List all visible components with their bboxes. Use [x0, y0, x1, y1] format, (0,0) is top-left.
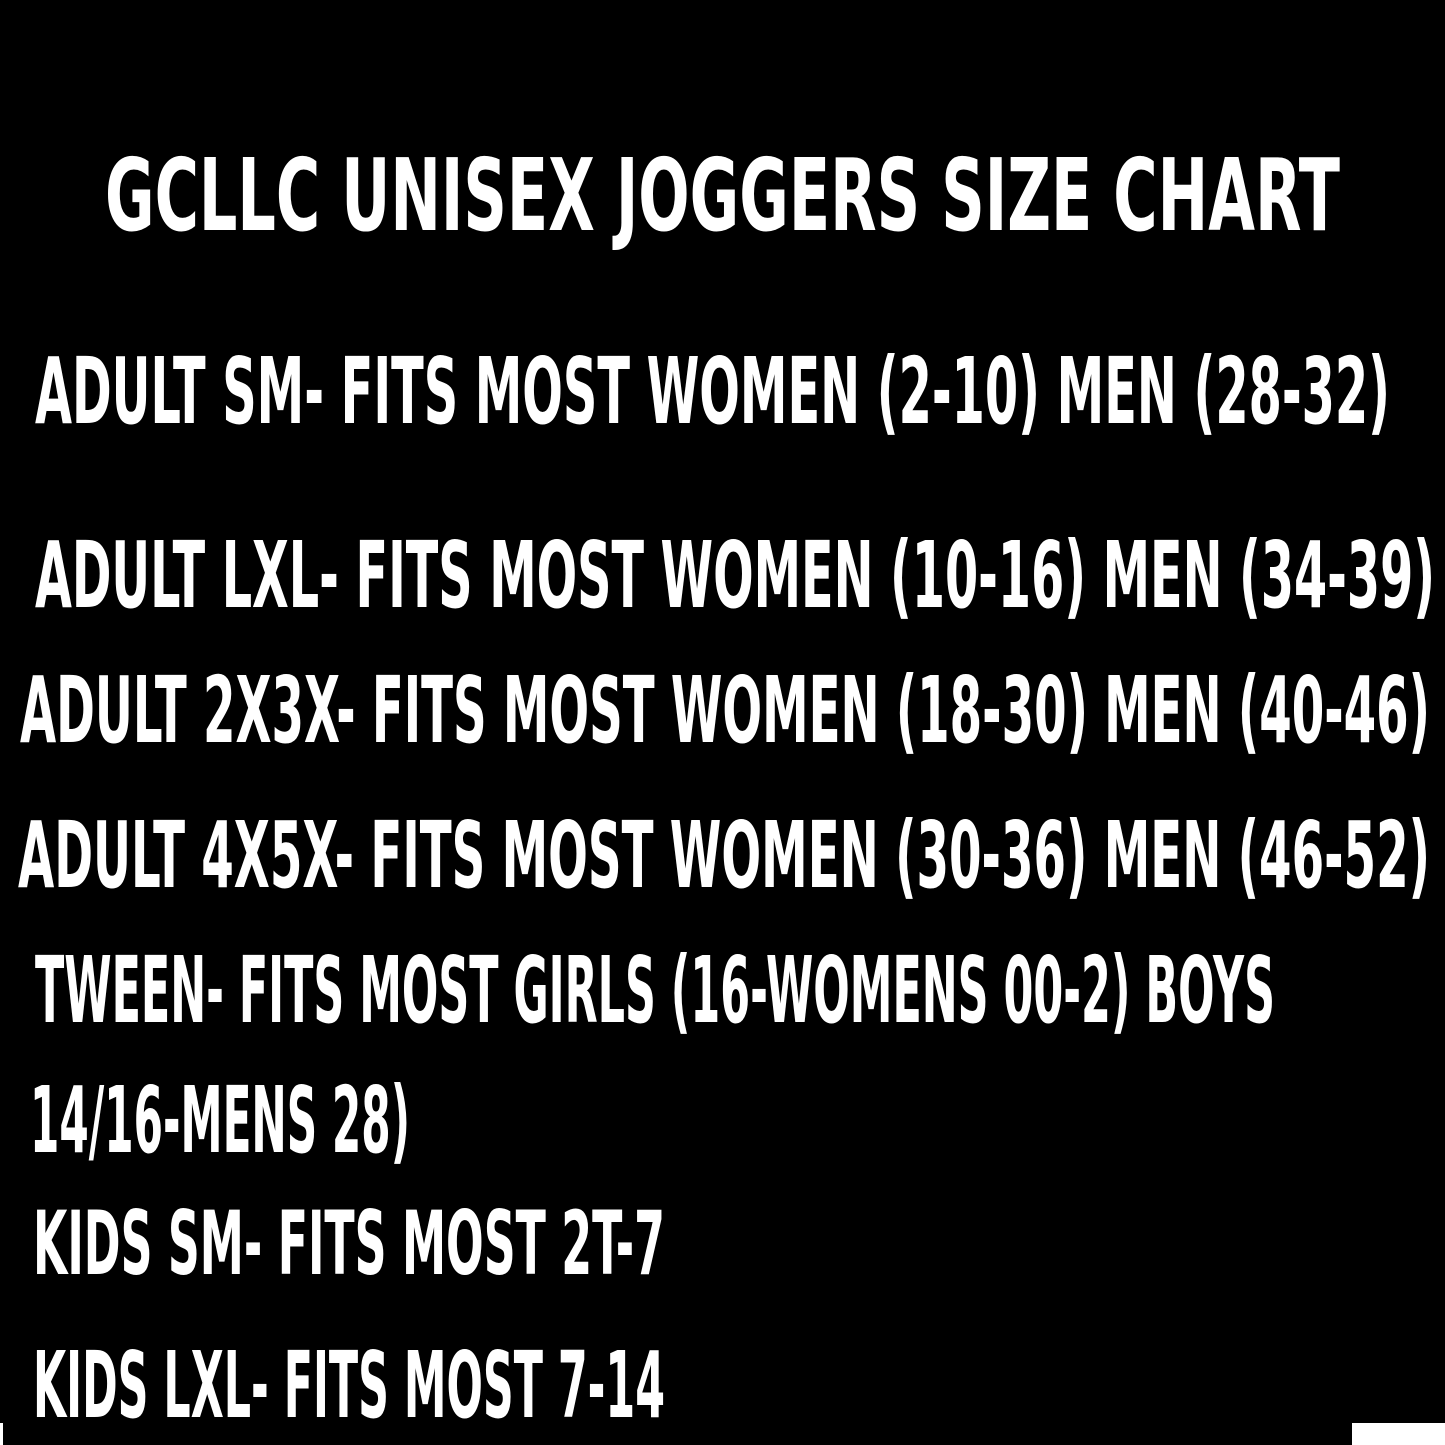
- edge-strip-right: [1352, 1423, 1445, 1445]
- size-line-adult-2x3x: ADULT 2X3X- FITS MOST WOMEN (18-30) MEN …: [20, 657, 1430, 764]
- size-line-adult-sm: ADULT SM- FITS MOST WOMEN (2-10) MEN (28…: [35, 338, 1390, 445]
- size-line-kids-lxl: KIDS LXL- FITS MOST 7-14: [33, 1332, 665, 1439]
- size-line-adult-lxl: ADULT LXL- FITS MOST WOMEN (10-16) MEN (…: [35, 522, 1435, 629]
- size-line-tween-cont: 14/16-MENS 28): [30, 1067, 410, 1174]
- size-line-kids-sm: KIDS SM- FITS MOST 2T-7: [33, 1192, 666, 1295]
- chart-title: GCLLC UNISEX JOGGERS SIZE CHART: [105, 137, 1340, 254]
- size-line-adult-4x5x: ADULT 4X5X- FITS MOST WOMEN (30-36) MEN …: [18, 802, 1430, 909]
- edge-strip-left: [0, 1423, 3, 1445]
- size-line-tween: TWEEN- FITS MOST GIRLS (16-WOMENS 00-2) …: [35, 937, 1275, 1044]
